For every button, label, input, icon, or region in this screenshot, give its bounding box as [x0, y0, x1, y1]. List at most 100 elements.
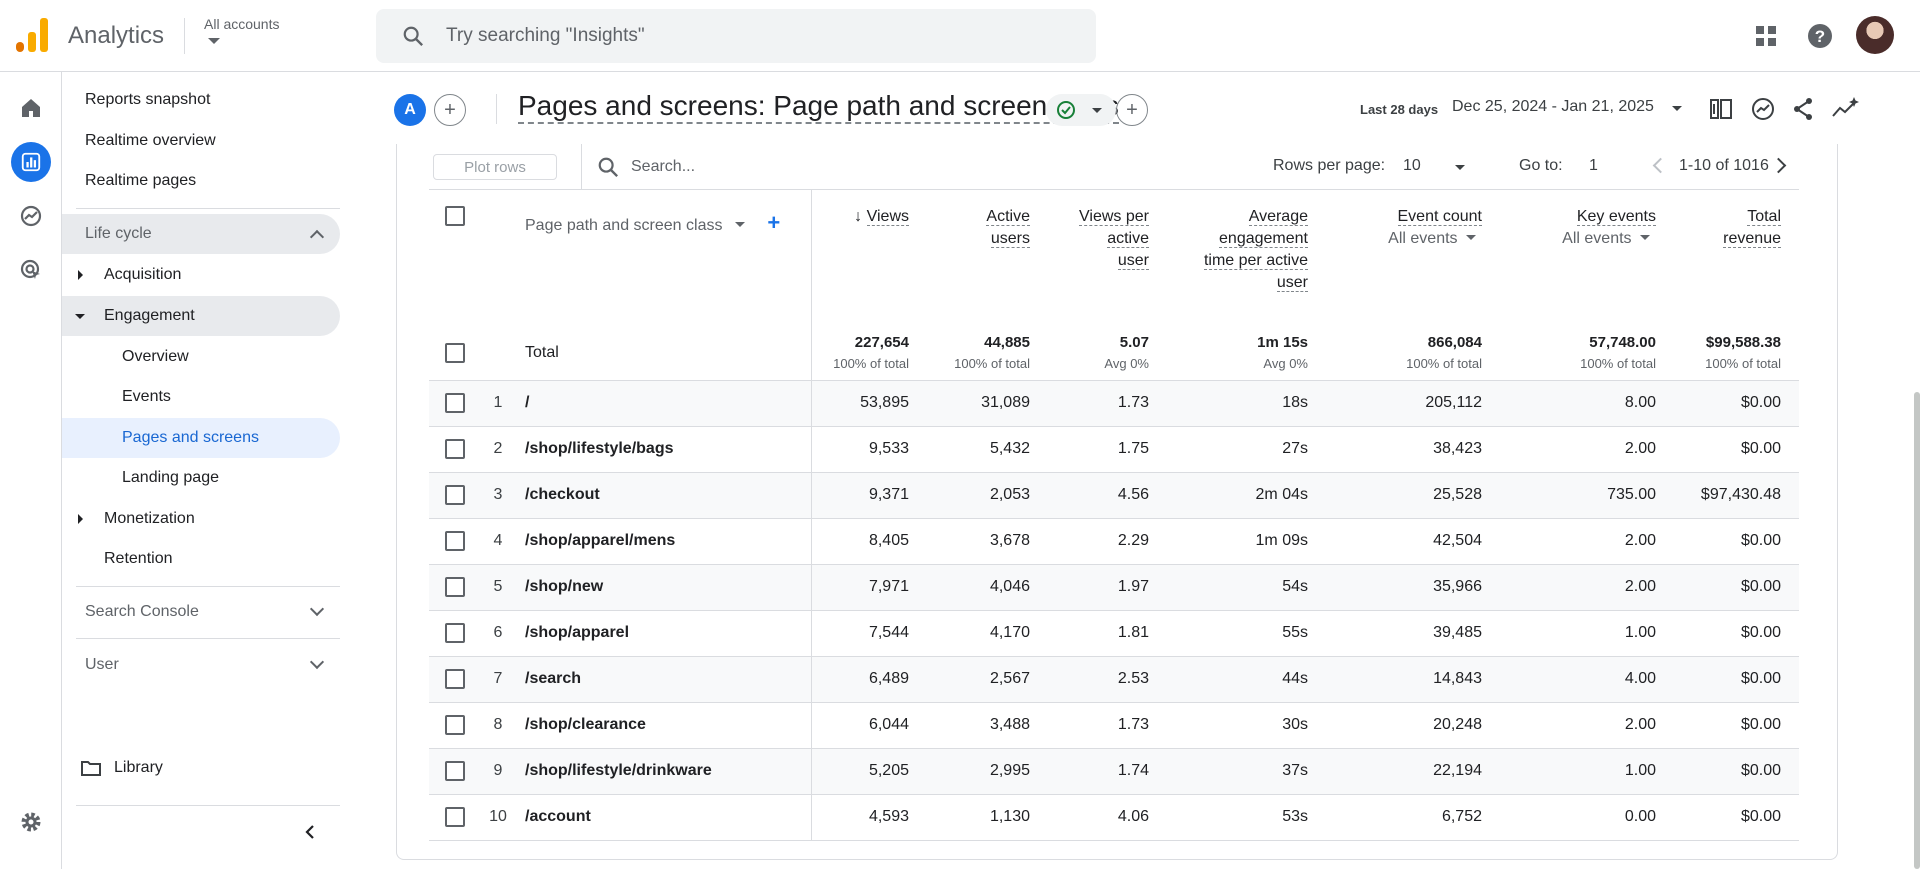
help-icon[interactable]: ?	[1804, 20, 1836, 52]
nav-landing-page[interactable]: Landing page	[62, 458, 340, 498]
nav-events[interactable]: Events	[62, 377, 340, 417]
nav-reports-snapshot[interactable]: Reports snapshot	[62, 80, 340, 120]
table-row[interactable]: 4 /shop/apparel/mens 8,405 3,678 2.29 1m…	[429, 518, 1799, 565]
page-path[interactable]: /shop/apparel	[515, 610, 812, 657]
page-path[interactable]: /checkout	[515, 472, 812, 519]
table-row[interactable]: 5 /shop/new 7,971 4,046 1.97 54s 35,966 …	[429, 564, 1799, 611]
page-path[interactable]: /shop/clearance	[515, 702, 812, 749]
share-icon[interactable]	[1788, 94, 1818, 124]
caret-down-icon[interactable]	[734, 222, 745, 227]
next-page-icon[interactable]	[1770, 157, 1787, 174]
reports-icon[interactable]	[11, 142, 51, 182]
nav-section-search-console[interactable]: Search Console	[62, 592, 340, 632]
row-checkbox[interactable]	[445, 531, 465, 551]
page-path[interactable]: /shop/apparel/mens	[515, 518, 812, 565]
col-key-events[interactable]: Key events All events	[1492, 190, 1666, 326]
insights-sparkle-icon[interactable]	[1830, 94, 1860, 124]
global-search[interactable]	[376, 9, 1096, 63]
page-title[interactable]: Pages and screens: Page path and screen …	[518, 90, 1119, 124]
caret-down-icon[interactable]	[208, 38, 220, 44]
dimension-header[interactable]: Page path and screen class	[525, 217, 723, 234]
table-row[interactable]: 10 /account 4,593 1,130 4.06 53s 6,752 0…	[429, 794, 1799, 841]
col-label: Total	[1747, 208, 1781, 226]
table-row[interactable]: 1 / 53,895 31,089 1.73 18s 205,112 8.00 …	[429, 380, 1799, 427]
row-checkbox[interactable]	[445, 577, 465, 597]
user-avatar[interactable]	[1856, 16, 1894, 54]
analytics-logo-icon[interactable]	[16, 18, 48, 54]
table-row[interactable]: 6 /shop/apparel 7,544 4,170 1.81 55s 39,…	[429, 610, 1799, 657]
nav-pages-and-screens[interactable]: Pages and screens	[62, 418, 340, 458]
page-path[interactable]: /shop/lifestyle/bags	[515, 426, 812, 473]
page-path[interactable]: /shop/lifestyle/drinkware	[515, 748, 812, 795]
col-views[interactable]: ↓ Views	[811, 190, 919, 326]
select-all-checkbox[interactable]	[445, 206, 465, 226]
plot-rows-button[interactable]: Plot rows	[433, 154, 557, 180]
row-checkbox[interactable]	[445, 393, 465, 413]
row-checkbox[interactable]	[445, 342, 465, 363]
nav-acquisition[interactable]: Acquisition	[62, 255, 340, 295]
caret-down-icon[interactable]	[1466, 235, 1476, 240]
home-icon[interactable]	[11, 88, 51, 128]
nav-realtime-pages[interactable]: Realtime pages	[62, 161, 340, 201]
nav-overview[interactable]: Overview	[62, 337, 340, 377]
global-search-input[interactable]	[446, 23, 1046, 49]
row-checkbox[interactable]	[445, 715, 465, 735]
total-sub: Avg 0%	[1104, 356, 1149, 372]
caret-down-icon[interactable]	[1640, 235, 1650, 240]
col-active-users[interactable]: Active users	[919, 190, 1040, 326]
table-row[interactable]: 2 /shop/lifestyle/bags 9,533 5,432 1.75 …	[429, 426, 1799, 473]
goto-input[interactable]: 1	[1589, 157, 1598, 174]
settings-gear-icon[interactable]	[11, 802, 51, 842]
nav-library[interactable]: Library	[62, 748, 340, 788]
page-scrollbar[interactable]	[1914, 392, 1920, 869]
date-range-picker[interactable]: Dec 25, 2024 - Jan 21, 2025	[1452, 98, 1654, 115]
row-checkbox[interactable]	[445, 669, 465, 689]
row-checkbox[interactable]	[445, 761, 465, 781]
row-checkbox[interactable]	[445, 485, 465, 505]
key-event-filter-select[interactable]: All events	[1562, 230, 1632, 247]
add-report-button[interactable]: +	[1116, 94, 1148, 126]
revenue-cell: $0.00	[1666, 380, 1799, 427]
row-checkbox[interactable]	[445, 623, 465, 643]
apps-grid-icon[interactable]	[1750, 20, 1782, 52]
col-total-revenue[interactable]: Total revenue	[1666, 190, 1799, 326]
page-path[interactable]: /search	[515, 656, 812, 703]
comparison-chip[interactable]: A	[394, 94, 426, 126]
previous-page-icon[interactable]	[1652, 157, 1669, 174]
nav-monetization[interactable]: Monetization	[62, 499, 340, 539]
add-comparison-button[interactable]: +	[434, 94, 466, 126]
page-path[interactable]: /account	[515, 794, 812, 841]
row-checkbox[interactable]	[445, 439, 465, 459]
page-path[interactable]: /	[515, 380, 812, 427]
row-checkbox[interactable]	[445, 807, 465, 827]
account-selector[interactable]: All accounts	[204, 16, 280, 32]
total-value: 1m 15s	[1257, 334, 1308, 352]
table-row[interactable]: 8 /shop/clearance 6,044 3,488 1.73 30s 2…	[429, 702, 1799, 749]
nav-retention[interactable]: Retention	[62, 539, 340, 579]
table-row[interactable]: 9 /shop/lifestyle/drinkware 5,205 2,995 …	[429, 748, 1799, 795]
col-avg-engagement-time[interactable]: Average engagement time per active user	[1159, 190, 1318, 326]
col-views-per-user[interactable]: Views per active user	[1040, 190, 1159, 326]
nav-label: Reports snapshot	[85, 91, 211, 108]
table-row[interactable]: 3 /checkout 9,371 2,053 4.56 2m 04s 25,5…	[429, 472, 1799, 519]
page-path[interactable]: /shop/new	[515, 564, 812, 611]
table-row[interactable]: 7 /search 6,489 2,567 2.53 44s 14,843 4.…	[429, 656, 1799, 703]
explore-icon[interactable]	[11, 196, 51, 236]
nav-engagement[interactable]: Engagement	[62, 296, 340, 336]
nav-section-user[interactable]: User	[62, 645, 340, 685]
table-search-input[interactable]	[631, 156, 931, 178]
goto-label: Go to:	[1519, 157, 1563, 174]
caret-down-icon[interactable]	[1455, 165, 1465, 170]
report-status-menu[interactable]	[1046, 94, 1116, 126]
caret-down-icon[interactable]	[1672, 106, 1682, 111]
col-event-count[interactable]: Event count All events	[1318, 190, 1492, 326]
event-filter-select[interactable]: All events	[1388, 230, 1458, 247]
advertising-icon[interactable]	[11, 250, 51, 290]
customize-report-icon[interactable]	[1706, 94, 1736, 124]
nav-realtime-overview[interactable]: Realtime overview	[62, 121, 340, 161]
insights-trend-icon[interactable]	[1748, 94, 1778, 124]
nav-section-life-cycle[interactable]: Life cycle	[62, 214, 340, 254]
collapse-nav-icon[interactable]	[302, 824, 318, 840]
add-dimension-icon[interactable]: +	[767, 210, 781, 235]
rows-per-page-select[interactable]: 10	[1403, 157, 1421, 174]
